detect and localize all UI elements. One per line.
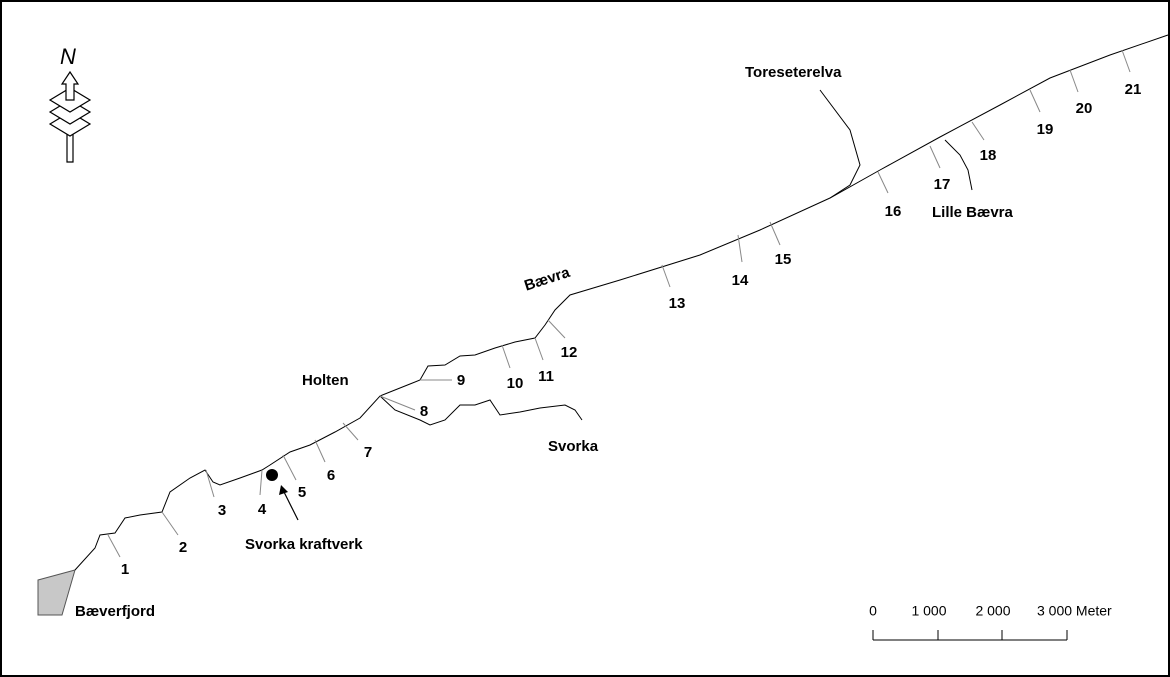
station-label: 15 <box>775 251 792 268</box>
station-label: 5 <box>298 484 306 501</box>
scale-label: 2 000 <box>975 603 1010 619</box>
place-label: Lille Bævra <box>932 204 1014 221</box>
place-label: Svorka <box>548 438 599 455</box>
station-label: 3 <box>218 502 226 519</box>
place-label: Holten <box>302 372 349 389</box>
place-label: Bæverfjord <box>75 603 155 620</box>
station-label: 17 <box>934 176 951 193</box>
river-toreseterelva <box>819 89 861 199</box>
station-label: 11 <box>538 368 554 385</box>
river-svorka <box>379 395 583 426</box>
station-label: 13 <box>669 295 686 312</box>
station-label: 14 <box>732 272 749 289</box>
scale-label: 0 <box>869 603 877 619</box>
scale-label: 1 000 <box>911 603 946 619</box>
station-label: 2 <box>179 539 187 556</box>
station-label: 12 <box>561 344 578 361</box>
scale-bar <box>872 630 1068 641</box>
river-lille-baevra <box>944 139 973 191</box>
place-label: Toreseterelva <box>745 64 842 81</box>
north-arrow <box>48 70 92 163</box>
north-label: N <box>60 44 76 69</box>
fjord <box>37 569 76 616</box>
station-label: 9 <box>457 372 465 389</box>
station-label: 8 <box>420 403 428 420</box>
station-label: 21 <box>1125 81 1142 98</box>
arrow <box>279 485 299 521</box>
scale-label: 3 000 Meter <box>1037 603 1112 619</box>
station-label: 1 <box>121 561 129 578</box>
place-label: Svorka kraftverk <box>245 536 363 553</box>
station-label: 16 <box>885 203 902 220</box>
station-label: 4 <box>258 501 267 518</box>
power-station <box>266 469 278 481</box>
station-label: 10 <box>507 375 524 392</box>
station-ticks <box>107 49 1131 558</box>
station-label: 19 <box>1037 121 1054 138</box>
station-label: 20 <box>1076 100 1093 117</box>
station-label: 7 <box>364 444 372 461</box>
station-label: 6 <box>327 467 335 484</box>
station-label: 18 <box>980 147 997 164</box>
